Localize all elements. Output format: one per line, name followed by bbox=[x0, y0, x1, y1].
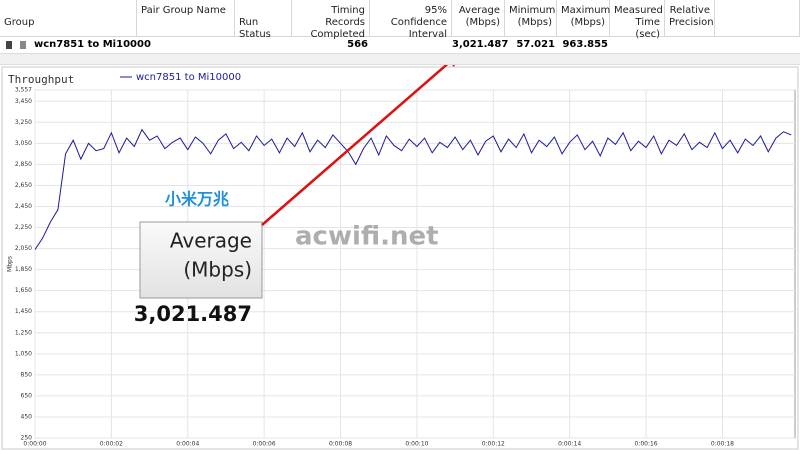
y-tick-label: 3,450 bbox=[15, 98, 32, 105]
pointer-arrow bbox=[261, 65, 449, 226]
x-tick-label: 0:00:02 bbox=[100, 441, 123, 448]
y-tick-label: 2,450 bbox=[15, 203, 32, 210]
column-header[interactable]: Group bbox=[0, 0, 137, 37]
y-tick-label: 1,450 bbox=[15, 308, 32, 315]
y-tick-label: 1,250 bbox=[15, 329, 32, 336]
watermark: acwifi.net bbox=[295, 222, 439, 252]
x-tick-label: 0:00:12 bbox=[482, 441, 505, 448]
timing-records: 566 bbox=[347, 39, 368, 50]
x-tick-label: 0:00:04 bbox=[176, 441, 199, 448]
column-header[interactable]: Average (Mbps) bbox=[452, 0, 505, 37]
group-name: wcn7851 to Mi10000 bbox=[34, 39, 151, 50]
x-tick-label: 0:00:10 bbox=[405, 441, 428, 448]
y-tick-label: 850 bbox=[21, 371, 33, 378]
column-header[interactable]: Maximum (Mbps) bbox=[557, 0, 610, 37]
x-tick-label: 0:00:14 bbox=[558, 441, 581, 448]
average: 3,021.487 bbox=[452, 39, 509, 50]
series-line bbox=[34, 128, 792, 250]
y-tick-label: 3,250 bbox=[15, 119, 32, 126]
maximum: 963.855 bbox=[562, 39, 608, 50]
row-icons bbox=[6, 41, 26, 49]
x-tick-label: 0:00:18 bbox=[711, 441, 734, 448]
y-tick-label: 1,050 bbox=[15, 350, 32, 357]
arrow-head bbox=[452, 65, 455, 67]
minimum: 57.021 bbox=[516, 39, 555, 50]
y-tick-label: 2,850 bbox=[15, 161, 32, 168]
scroll-bar bbox=[0, 53, 800, 65]
y-tick-label: 2,050 bbox=[15, 245, 32, 252]
y-tick-label: 1,850 bbox=[15, 266, 32, 273]
x-tick-label: 0:00:06 bbox=[253, 441, 276, 448]
column-header[interactable]: Minimum (Mbps) bbox=[505, 0, 557, 37]
y-tick-label: 1,650 bbox=[15, 287, 32, 294]
y-axis-label: Mbps bbox=[7, 256, 14, 272]
callout-value: 3,021.487 bbox=[134, 302, 252, 326]
callout-label: (Mbps) bbox=[183, 258, 252, 282]
column-header[interactable]: Measured Time (sec) bbox=[610, 0, 665, 40]
brand-label: 小米万兆 bbox=[165, 190, 229, 209]
callout-label: Average bbox=[170, 229, 252, 253]
column-header[interactable]: Relative Precision bbox=[665, 0, 715, 37]
x-tick-label: 0:00:16 bbox=[634, 441, 657, 448]
y-tick-label: 3,050 bbox=[15, 140, 32, 147]
y-tick-label: 2,650 bbox=[15, 182, 32, 189]
x-tick-label: 0:00:08 bbox=[329, 441, 352, 448]
y-tick-label: 450 bbox=[21, 413, 33, 420]
y-tick-label: 250 bbox=[21, 435, 33, 442]
y-tick-label: 650 bbox=[21, 392, 33, 399]
column-header[interactable]: Timing Records Completed bbox=[292, 0, 370, 40]
chart: Throughput Mbps 250 450 650 850 1,050 1,250 1,45… bbox=[1, 65, 799, 450]
y-tick-label: 3,557 bbox=[15, 87, 32, 94]
y-tick-label: 2,250 bbox=[15, 224, 32, 231]
header-filler bbox=[715, 0, 800, 37]
chart-title: Throughput bbox=[8, 73, 74, 86]
column-header[interactable]: Pair Group Name bbox=[137, 0, 235, 37]
column-header[interactable]: Run Status bbox=[235, 0, 292, 40]
legend-label: wcn7851 to Mi10000 bbox=[136, 72, 241, 83]
column-header[interactable]: 95% Confidence Interval bbox=[370, 0, 452, 40]
callout-box bbox=[139, 221, 263, 299]
x-tick-label: 0:00:00 bbox=[23, 441, 46, 448]
